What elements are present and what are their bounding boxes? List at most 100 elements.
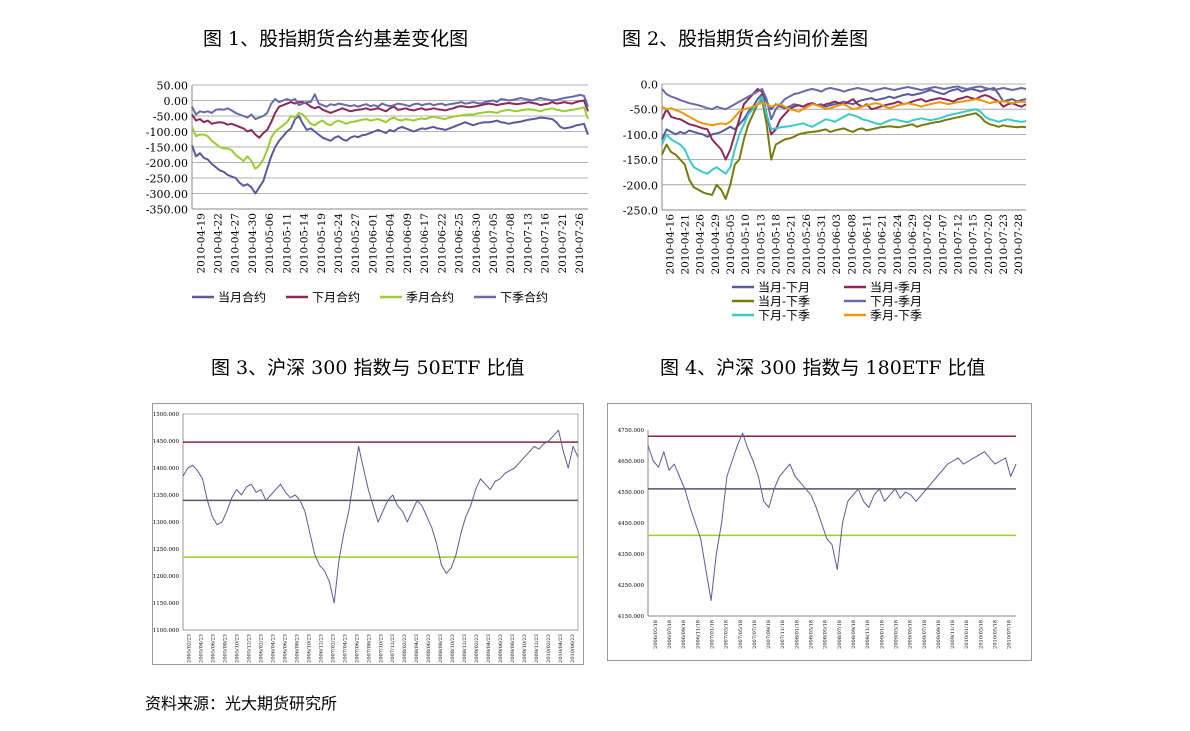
chart3-title: 图 3、沪深 300 指数与 50ETF 比值 bbox=[211, 357, 525, 379]
chart3-ytick-label: 1350.000 bbox=[153, 493, 180, 499]
chart4-xtick-label: 2007/07/18 bbox=[752, 620, 758, 649]
chart3-xtick-label: 2008/12/23 bbox=[462, 634, 468, 663]
chart3-xtick-label: 2008/08/23 bbox=[438, 634, 444, 663]
chart3-xtick-label: 2009/02/23 bbox=[474, 634, 480, 663]
chart2-legend-label: 下月-季月 bbox=[870, 295, 922, 309]
chart3-xtick-label: 2010/06/23 bbox=[570, 634, 576, 663]
chart1-legend-label: 下季合约 bbox=[500, 290, 548, 305]
chart3-xtick-label: 2009/12/23 bbox=[534, 634, 540, 663]
chart3-xtick-label: 2006/04/23 bbox=[271, 634, 277, 663]
chart4-xtick-label: 2006/11/18 bbox=[695, 620, 701, 649]
chart3-ytick-label: 1450.000 bbox=[153, 439, 180, 445]
chart3-xtick-label: 2007/04/23 bbox=[342, 634, 348, 663]
chart2-xtick-label: 2010-05-10 bbox=[740, 214, 752, 275]
chart1-title: 图 1、股指期货合约基差变化图 bbox=[203, 28, 469, 50]
chart3-xtick-label: 2006/10/23 bbox=[306, 634, 312, 663]
chart4-ytick-label: 4750.000 bbox=[618, 428, 645, 434]
chart3-xtick-label: 2005/04/23 bbox=[199, 634, 205, 663]
chart3-xtick-label: 2005/08/23 bbox=[223, 634, 229, 663]
chart4-ytick-label: 4150.000 bbox=[618, 614, 645, 620]
chart1-xtick-label: 2010-06-09 bbox=[402, 213, 414, 274]
chart2-ytick-label: -150.0 bbox=[623, 154, 658, 167]
chart4-xtick-label: 2007/09/18 bbox=[766, 620, 772, 649]
chart3-xtick-label: 2008/02/23 bbox=[402, 634, 408, 663]
chart1-ytick-label: 50.00 bbox=[157, 80, 189, 93]
chart4-xtick-label: 2010/01/18 bbox=[964, 620, 970, 649]
chart2-title: 图 2、股指期货合约间价差图 bbox=[622, 28, 869, 50]
chart3-xtick-label: 2007/02/23 bbox=[330, 634, 336, 663]
chart1-xtick-label: 2010-06-01 bbox=[367, 213, 379, 274]
chart1-xtick-label: 2010-06-17 bbox=[419, 213, 431, 274]
chart1-series-line bbox=[191, 106, 589, 170]
chart2-xtick-label: 2010-07-15 bbox=[968, 214, 980, 275]
chart3-plot-frame bbox=[182, 413, 579, 631]
chart3-xtick-label: 2005/06/23 bbox=[211, 634, 217, 663]
chart2-xtick-label: 2010-06-11 bbox=[861, 214, 873, 275]
chart2-xtick-label: 2010-07-28 bbox=[1013, 214, 1025, 275]
chart3-ytick-label: 1200.000 bbox=[153, 574, 180, 580]
chart4-xtick-label: 2009/07/18 bbox=[922, 620, 928, 649]
chart4-xtick-label: 2008/07/18 bbox=[837, 620, 843, 649]
chart1-xtick-label: 2010-07-21 bbox=[557, 213, 569, 274]
chart1-xtick-label: 2010-06-22 bbox=[436, 213, 448, 274]
chart2-ytick-label: -50.0 bbox=[630, 104, 658, 117]
chart4-xtick-label: 2009/01/18 bbox=[879, 620, 885, 649]
basis-chart: 50.00 0.00 -50.00 -100.00 -150.00 -200.00 -250… bbox=[146, 80, 589, 305]
chart4-series-line bbox=[647, 432, 1017, 601]
chart4-xtick-label: 2010/07/18 bbox=[1007, 620, 1013, 649]
chart3-xtick-label: 2007/06/23 bbox=[354, 634, 360, 663]
chart1-xtick-label: 2010-06-04 bbox=[385, 213, 397, 274]
chart4-xtick-label: 2009/03/18 bbox=[893, 620, 899, 649]
chart1-series-line bbox=[191, 99, 589, 139]
chart2-ytick-label: -200.0 bbox=[623, 179, 658, 192]
chart3-ytick-label: 1300.000 bbox=[153, 520, 180, 526]
chart1-xtick-label: 2010-05-06 bbox=[264, 213, 276, 274]
chart3-ytick-label: 1250.000 bbox=[153, 547, 180, 553]
chart1-xtick-label: 2010-05-27 bbox=[350, 213, 362, 274]
chart1-xtick-label: 2010-07-26 bbox=[574, 213, 586, 274]
chart1-ytick-label: -300.00 bbox=[146, 188, 188, 201]
chart2-series-line bbox=[661, 98, 1027, 127]
chart4-xtick-label: 2006/05/18 bbox=[653, 620, 659, 649]
chart4-xtick-label: 2010/03/18 bbox=[978, 620, 984, 649]
chart2-legend-label: 当月-下季 bbox=[758, 295, 810, 309]
chart3-xtick-label: 2006/12/23 bbox=[318, 634, 324, 663]
chart2-legend-label: 季月-下季 bbox=[870, 309, 922, 323]
chart3-xtick-label: 2006/06/23 bbox=[282, 634, 288, 663]
chart4-xtick-label: 2008/01/18 bbox=[794, 620, 800, 649]
chart3-xtick-label: 2009/04/23 bbox=[486, 634, 492, 663]
chart1-xtick-label: 2010-04-19 bbox=[195, 213, 207, 274]
chart3-xtick-label: 2005/10/23 bbox=[235, 634, 241, 663]
chart3-xtick-label: 2008/04/23 bbox=[414, 634, 420, 663]
chart1-xtick-label: 2010-07-16 bbox=[540, 213, 552, 274]
chart3-xtick-label: 2010/04/23 bbox=[558, 634, 564, 663]
chart3-xtick-label: 2007/10/23 bbox=[378, 634, 384, 663]
chart4-xtick-label: 2010/05/18 bbox=[993, 620, 999, 649]
chart2-xtick-label: 2010-07-23 bbox=[998, 214, 1010, 275]
chart2-xtick-label: 2010-04-21 bbox=[679, 214, 691, 275]
chart2-series-line bbox=[661, 98, 1027, 200]
chart1-xtick-label: 2010-05-14 bbox=[299, 213, 311, 274]
chart4-ytick-label: 4350.000 bbox=[618, 552, 645, 558]
chart2-ytick-label: 0.0 bbox=[641, 79, 659, 92]
chart1-ytick-label: -100.00 bbox=[146, 126, 188, 139]
chart3-series-line bbox=[182, 429, 579, 604]
chart2-legend-label: 当月-季月 bbox=[870, 281, 922, 295]
chart3-xtick-label: 2005/12/23 bbox=[247, 634, 253, 663]
chart3-xtick-label: 2008/10/23 bbox=[450, 634, 456, 663]
chart4-xtick-label: 2009/05/18 bbox=[908, 620, 914, 649]
chart4-ytick-label: 4250.000 bbox=[618, 583, 645, 589]
chart4-xtick-label: 2006/09/18 bbox=[681, 620, 687, 649]
chart4-xtick-label: 2008/03/18 bbox=[809, 620, 815, 649]
chart1-xtick-label: 2010-06-30 bbox=[471, 213, 483, 274]
chart2-xtick-label: 2010-05-21 bbox=[786, 214, 798, 275]
chart2-xtick-label: 2010-07-20 bbox=[983, 214, 995, 275]
chart4-xtick-label: 2008/11/18 bbox=[865, 620, 871, 649]
ratio-50etf-chart: 1500.000 1450.000 1400.000 1350.000 1300.000… bbox=[152, 403, 584, 665]
chart1-xtick-label: 2010-05-11 bbox=[281, 213, 293, 274]
chart1-series-line bbox=[191, 115, 589, 195]
chart4-xtick-label: 2007/11/18 bbox=[780, 620, 786, 649]
chart2-xtick-label: 2010-04-16 bbox=[664, 214, 676, 275]
chart2-xtick-label: 2010-07-07 bbox=[937, 214, 949, 275]
chart3-xtick-label: 2009/08/23 bbox=[510, 634, 516, 663]
